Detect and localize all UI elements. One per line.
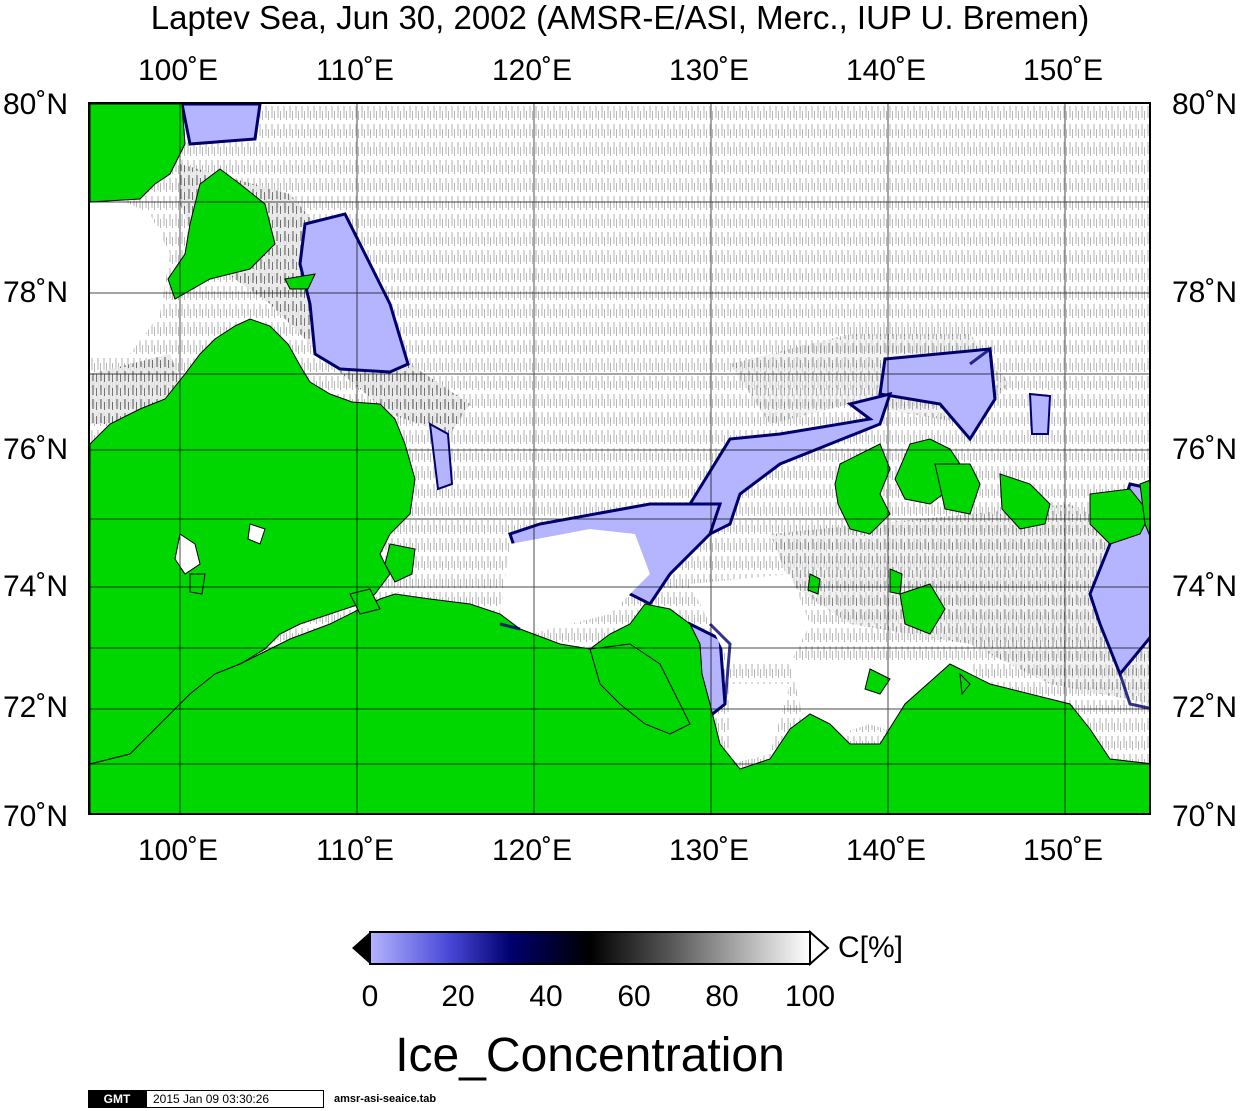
lat-tick-right: 74˚N [1172, 570, 1238, 603]
lat-tick-left: 76˚N [2, 433, 68, 466]
colorbar-over-triangle [809, 930, 830, 966]
colorbar-under-triangle [352, 932, 370, 964]
gmt-logo: GMT [88, 1090, 146, 1108]
lat-tick-right: 78˚N [1172, 276, 1238, 309]
lon-tick-bottom: 140˚E [845, 834, 927, 867]
map-canvas [90, 104, 1149, 813]
open-water-areas [90, 199, 990, 764]
lon-tick-bottom: 110˚E [316, 834, 394, 867]
lat-tick-left: 80˚N [2, 88, 68, 121]
lon-tick-top: 120˚E [491, 54, 573, 87]
lon-tick-bottom: 150˚E [1022, 834, 1104, 867]
lon-tick-top: 130˚E [668, 54, 750, 87]
colorbar-ramp [369, 931, 811, 965]
timestamp-box: 2015 Jan 09 03:30:26 [146, 1090, 324, 1108]
source-filename: amsr-asi-seaice.tab [334, 1093, 437, 1105]
colorbar-tick: 0 [361, 980, 379, 1013]
map-title: Laptev Sea, Jun 30, 2002 (AMSR-E/ASI, Me… [150, 0, 1090, 36]
colorbar-tick: 100 [784, 980, 836, 1013]
colorbar-tick: 20 [441, 980, 475, 1013]
graticule [90, 104, 1149, 813]
land-masses [90, 104, 1149, 813]
colorbar-tick: 60 [617, 980, 651, 1013]
colorbar-unit-label: C[%] [838, 931, 904, 964]
colorbar-tick: 80 [705, 980, 739, 1013]
lat-tick-left: 72˚N [2, 691, 68, 724]
lon-tick-top: 110˚E [316, 54, 394, 87]
lat-tick-right: 72˚N [1172, 691, 1238, 724]
lat-tick-right: 70˚N [1172, 800, 1238, 833]
lon-tick-top: 150˚E [1022, 54, 1104, 87]
lon-tick-top: 140˚E [845, 54, 927, 87]
coastal-fringe [499, 346, 1149, 710]
lon-tick-top: 100˚E [137, 54, 219, 87]
lat-tick-right: 80˚N [1172, 88, 1238, 121]
colorbar [352, 930, 830, 966]
map-panel [88, 102, 1151, 815]
colorbar-tick: 40 [529, 980, 563, 1013]
lat-tick-right: 76˚N [1172, 433, 1238, 466]
lon-tick-bottom: 120˚E [491, 834, 573, 867]
lat-tick-left: 70˚N [2, 800, 68, 833]
lon-tick-bottom: 100˚E [137, 834, 219, 867]
variable-title: Ice_Concentration [395, 1029, 785, 1082]
lon-tick-bottom: 130˚E [668, 834, 750, 867]
lat-tick-left: 74˚N [2, 570, 68, 603]
lat-tick-left: 78˚N [2, 276, 68, 309]
